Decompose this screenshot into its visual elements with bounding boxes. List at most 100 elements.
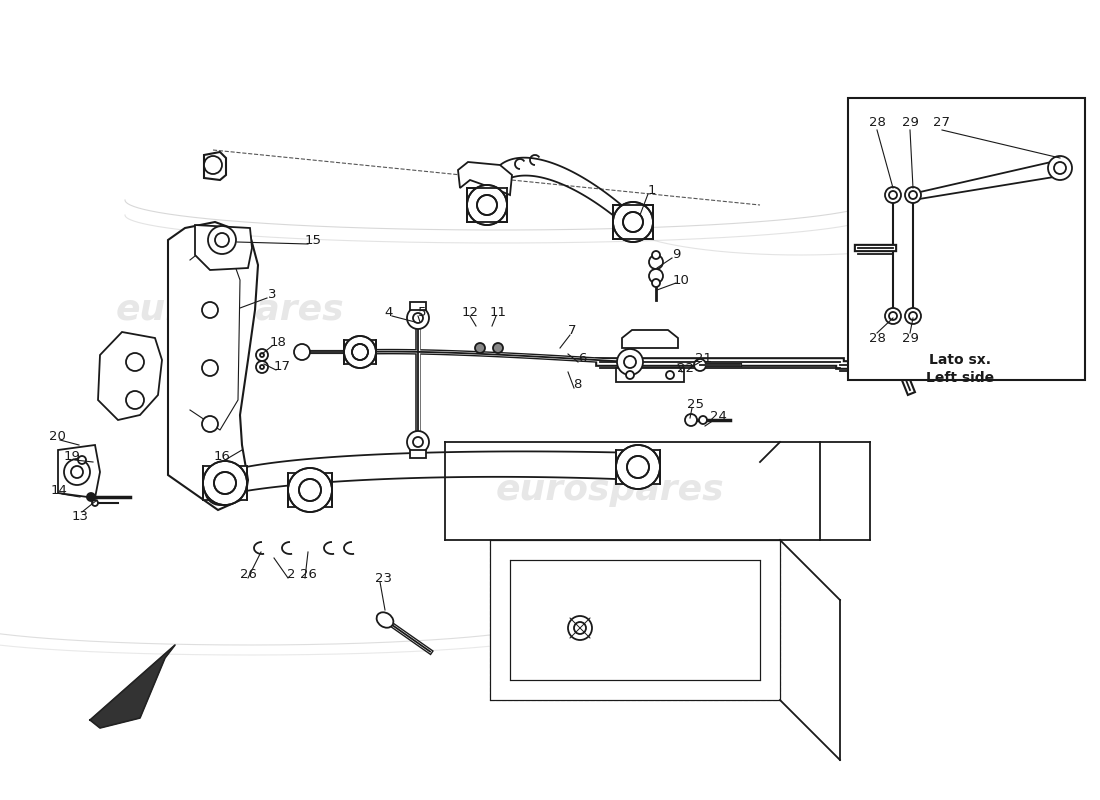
Text: 26: 26: [299, 567, 317, 581]
Circle shape: [412, 313, 424, 323]
Circle shape: [407, 431, 429, 453]
Circle shape: [616, 445, 660, 489]
Circle shape: [202, 302, 218, 318]
Circle shape: [905, 187, 921, 203]
Text: 14: 14: [51, 485, 67, 498]
Text: 25: 25: [686, 398, 704, 411]
Text: 2: 2: [287, 569, 295, 582]
Circle shape: [87, 493, 95, 501]
Text: 19: 19: [64, 450, 80, 462]
Circle shape: [909, 191, 917, 199]
Circle shape: [407, 307, 429, 329]
Circle shape: [213, 483, 227, 497]
Text: 16: 16: [213, 450, 230, 463]
Ellipse shape: [376, 612, 394, 628]
Circle shape: [344, 336, 376, 368]
Polygon shape: [204, 152, 226, 180]
Circle shape: [1048, 156, 1072, 180]
Circle shape: [477, 195, 497, 215]
Circle shape: [208, 226, 236, 254]
Circle shape: [202, 416, 218, 432]
Circle shape: [72, 466, 82, 478]
Polygon shape: [288, 473, 332, 507]
Circle shape: [649, 255, 663, 269]
Polygon shape: [58, 445, 100, 498]
Text: 22: 22: [676, 362, 693, 375]
Text: 28: 28: [869, 331, 886, 345]
Circle shape: [214, 472, 236, 494]
Polygon shape: [616, 450, 660, 484]
Polygon shape: [616, 368, 684, 382]
Circle shape: [214, 233, 229, 247]
Text: 7: 7: [568, 325, 576, 338]
Circle shape: [260, 365, 264, 369]
Text: 21: 21: [694, 351, 712, 365]
Text: 27: 27: [934, 115, 950, 129]
Polygon shape: [410, 302, 426, 310]
Circle shape: [92, 500, 98, 506]
Circle shape: [352, 344, 368, 360]
Circle shape: [204, 461, 248, 505]
Text: 6: 6: [578, 353, 586, 366]
Polygon shape: [168, 222, 258, 510]
Circle shape: [666, 371, 674, 379]
Circle shape: [652, 251, 660, 259]
Circle shape: [627, 456, 649, 478]
Polygon shape: [344, 340, 376, 364]
Text: 12: 12: [462, 306, 478, 318]
Text: 11: 11: [490, 306, 506, 318]
Circle shape: [617, 349, 643, 375]
Text: 29: 29: [902, 115, 918, 129]
Polygon shape: [510, 560, 760, 680]
Circle shape: [574, 622, 586, 634]
Circle shape: [256, 361, 268, 373]
Text: 28: 28: [869, 115, 886, 129]
Circle shape: [1054, 162, 1066, 174]
Circle shape: [685, 414, 697, 426]
Polygon shape: [410, 450, 426, 458]
Text: 10: 10: [672, 274, 690, 286]
Polygon shape: [98, 332, 162, 420]
Text: 5: 5: [418, 306, 427, 319]
Polygon shape: [490, 540, 780, 700]
Circle shape: [288, 468, 332, 512]
Text: 13: 13: [72, 510, 88, 522]
Polygon shape: [90, 645, 175, 728]
Text: 1: 1: [648, 183, 657, 197]
Circle shape: [613, 202, 653, 242]
Text: 9: 9: [672, 247, 680, 261]
Text: eurospares: eurospares: [116, 293, 344, 327]
Polygon shape: [613, 205, 653, 239]
Circle shape: [623, 212, 643, 232]
Text: 17: 17: [274, 361, 290, 374]
Circle shape: [260, 353, 264, 357]
Text: 20: 20: [48, 430, 65, 443]
Polygon shape: [204, 466, 248, 500]
Text: 15: 15: [305, 234, 321, 247]
Circle shape: [649, 269, 663, 283]
Circle shape: [294, 344, 310, 360]
Circle shape: [205, 475, 235, 505]
Circle shape: [889, 191, 896, 199]
Circle shape: [299, 479, 321, 501]
Circle shape: [886, 187, 901, 203]
Polygon shape: [621, 330, 678, 348]
Text: 29: 29: [902, 331, 918, 345]
Polygon shape: [468, 188, 507, 222]
Circle shape: [126, 353, 144, 371]
Circle shape: [698, 416, 707, 424]
Text: eurospares: eurospares: [496, 473, 724, 507]
Circle shape: [886, 308, 901, 324]
Circle shape: [64, 459, 90, 485]
Circle shape: [905, 308, 921, 324]
Text: 4: 4: [385, 306, 393, 319]
Circle shape: [909, 312, 917, 320]
Bar: [848, 98, 1085, 380]
Text: 23: 23: [375, 571, 393, 585]
Circle shape: [204, 156, 222, 174]
Text: 18: 18: [270, 335, 286, 349]
Circle shape: [624, 356, 636, 368]
Text: Left side: Left side: [926, 371, 994, 385]
Polygon shape: [195, 225, 252, 270]
Circle shape: [475, 343, 485, 353]
